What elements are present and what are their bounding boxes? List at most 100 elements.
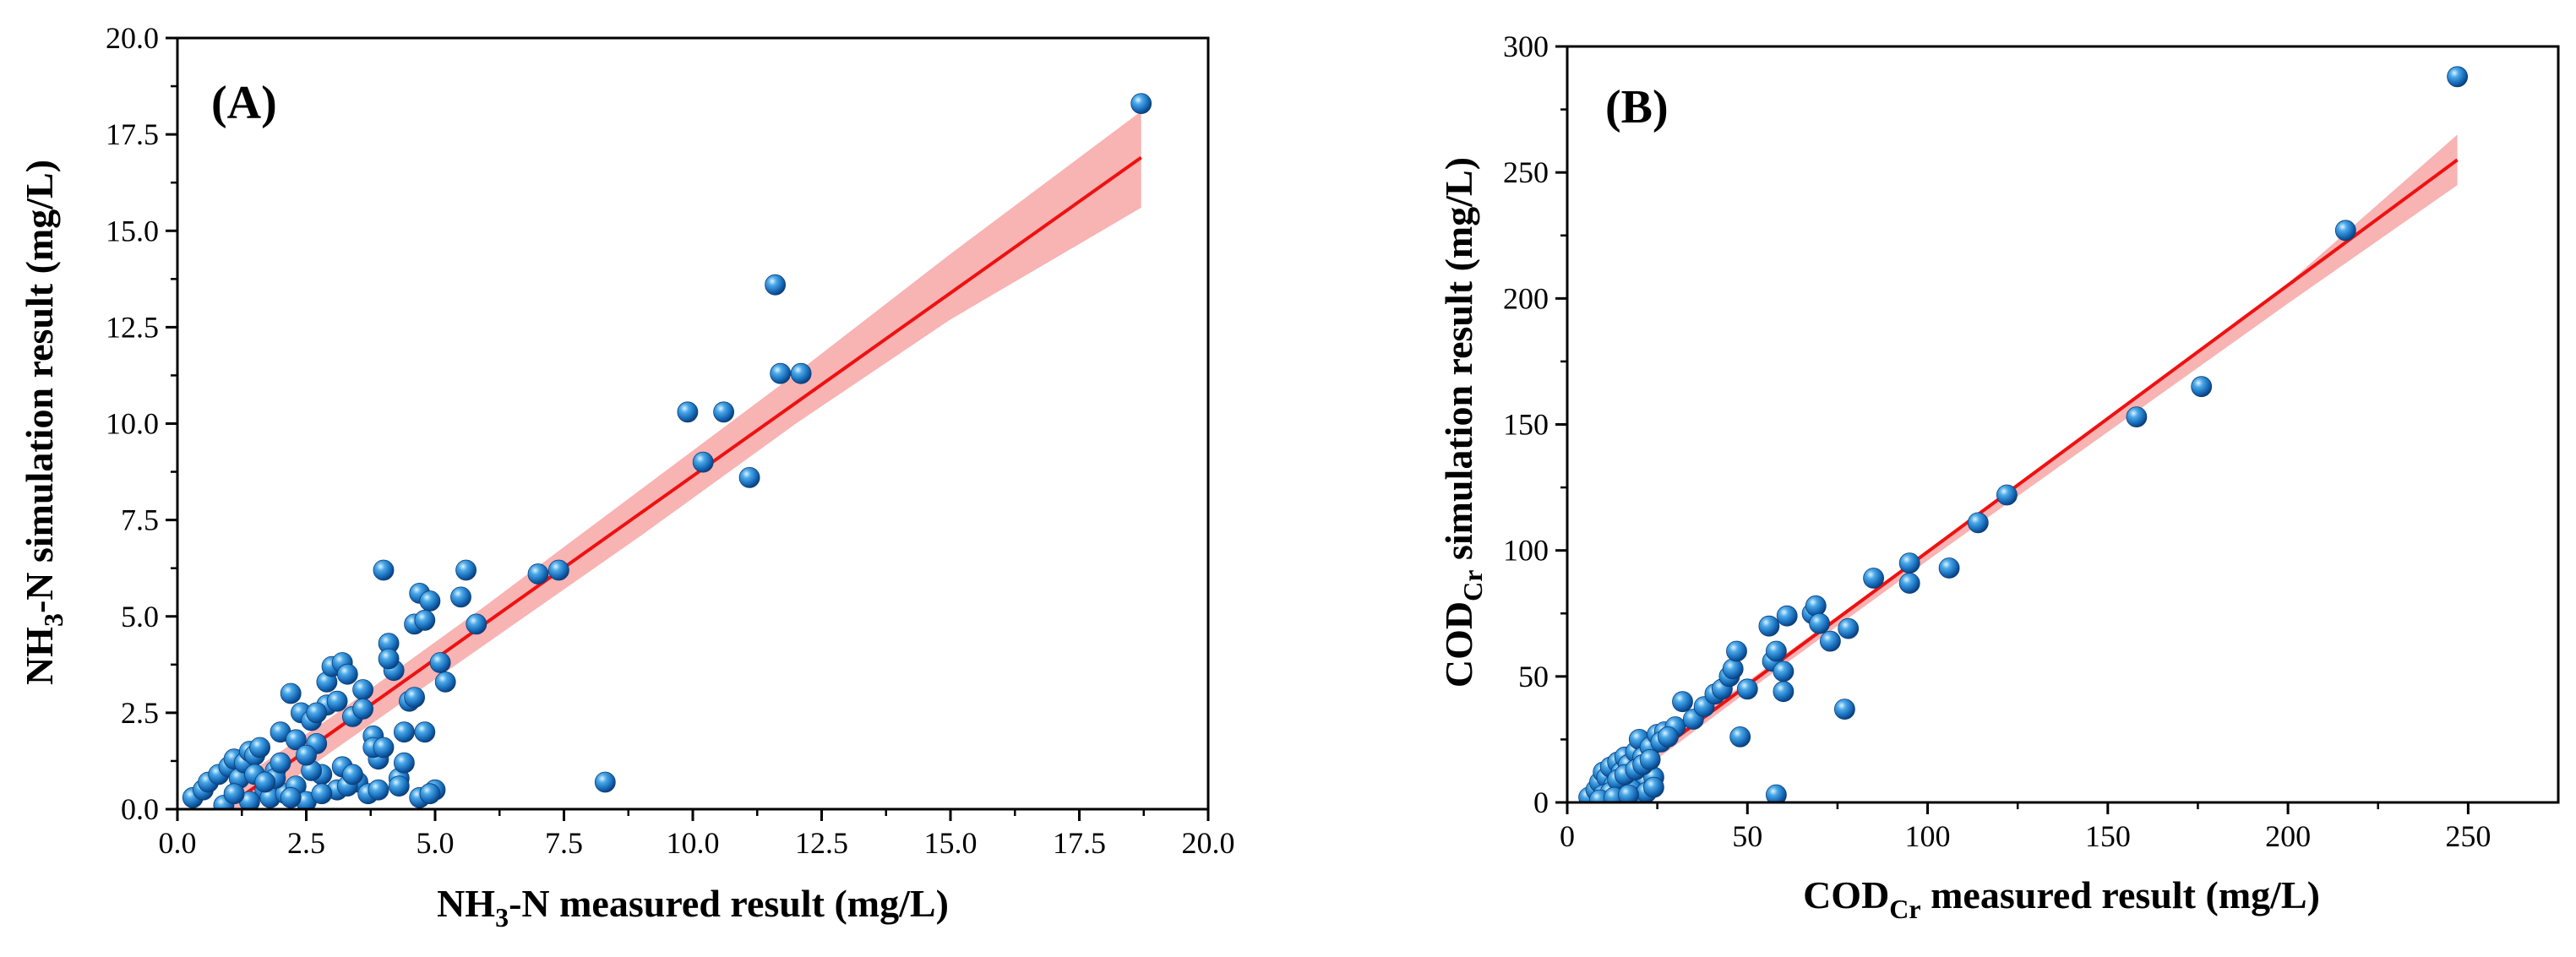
x-tick-label-a: 15.0 <box>924 826 978 860</box>
data-point <box>692 451 714 473</box>
data-point <box>1773 681 1794 703</box>
data-point <box>1643 776 1664 798</box>
x-tick-label-a: 17.5 <box>1053 826 1106 860</box>
panel-label-a: (A) <box>211 77 277 129</box>
data-point <box>404 687 426 708</box>
data-point <box>1736 678 1758 700</box>
data-point <box>306 702 328 724</box>
data-point <box>373 559 395 581</box>
data-point <box>280 682 302 704</box>
data-point <box>2191 376 2213 398</box>
data-point <box>466 613 487 635</box>
data-point <box>1618 784 1639 802</box>
data-point <box>249 737 271 759</box>
x-tick-label-b: 0 <box>1560 819 1575 853</box>
data-point <box>1729 726 1751 748</box>
data-point <box>1722 658 1744 680</box>
data-point <box>341 764 363 786</box>
data-point <box>352 679 374 700</box>
data-point <box>285 729 307 751</box>
data-point <box>296 744 317 766</box>
data-point <box>434 672 456 693</box>
data-point <box>1863 568 1885 589</box>
data-point <box>1996 484 2018 506</box>
data-point <box>352 698 374 720</box>
x-tick-label-b: 50 <box>1732 819 1762 853</box>
data-point <box>1838 617 1860 639</box>
y-tick-label-b: 0 <box>1533 786 1549 819</box>
plot-area-a <box>182 93 1152 809</box>
data-point <box>1967 512 1989 534</box>
data-point <box>2447 66 2469 88</box>
x-tick-label-a: 20.0 <box>1182 826 1235 860</box>
y-tick-label-a: 15.0 <box>106 214 159 247</box>
x-tick-label-a: 7.5 <box>545 826 583 860</box>
data-point <box>765 274 786 296</box>
data-point <box>770 362 792 384</box>
panel-a: 0.0 2.5 5.0 7.5 10.0 12.5 15.0 17.5 20.0 0.0 2.5 5.… <box>18 21 1235 933</box>
panel-b: 0 50 100 150 200 250 0 50 100 150 200 250 300 CODCr m… <box>1437 30 2560 924</box>
data-point <box>450 586 471 608</box>
data-point <box>311 783 333 805</box>
data-point <box>1758 615 1780 637</box>
y-axis-title-b: CODCr simulation result (mg/L) <box>1437 157 1488 688</box>
data-point <box>378 648 400 670</box>
data-point <box>388 775 410 797</box>
data-point <box>594 771 616 793</box>
data-point <box>2126 406 2148 428</box>
x-tick-label-a: 10.0 <box>667 826 720 860</box>
data-point <box>429 652 451 673</box>
data-point <box>280 786 302 808</box>
data-point <box>373 737 395 759</box>
y-tick-label-a: 12.5 <box>106 310 159 344</box>
panel-label-b: (B) <box>1605 81 1669 133</box>
y-axis-title-a: NH3-N simulation result (mg/L) <box>18 160 68 685</box>
x-tick-label-b: 250 <box>2445 819 2491 853</box>
y-tick-label-b: 300 <box>1503 30 1549 63</box>
data-point <box>2334 220 2356 242</box>
confidence-band-a <box>223 111 1141 809</box>
data-point <box>393 752 415 774</box>
data-point <box>1898 552 1920 574</box>
data-point <box>1130 93 1152 114</box>
confidence-band-b <box>1588 134 2458 802</box>
data-point <box>1833 699 1855 720</box>
data-point <box>738 467 760 488</box>
x-tick-label-a: 5.0 <box>417 826 455 860</box>
fit-line-b <box>1588 158 2459 802</box>
data-point <box>419 590 441 612</box>
data-point <box>254 771 276 793</box>
data-point <box>527 563 549 585</box>
data-point <box>1766 784 1787 802</box>
data-point <box>1898 573 1920 594</box>
y-tick-label-a: 5.0 <box>121 600 159 633</box>
data-point <box>548 559 569 581</box>
data-point <box>1938 557 1960 579</box>
x-tick-label-b: 200 <box>2265 819 2311 853</box>
y-tick-label-b: 200 <box>1503 281 1549 315</box>
data-point <box>455 559 477 581</box>
data-point <box>1776 605 1798 627</box>
fit-line-a <box>222 155 1142 809</box>
data-point <box>1726 640 1747 662</box>
x-tick-label-b: 100 <box>1905 819 1951 853</box>
data-point <box>1639 748 1661 770</box>
data-point <box>1773 661 1794 682</box>
y-tick-label-b: 150 <box>1503 408 1549 442</box>
data-point <box>1805 595 1827 617</box>
y-tick-label-a: 2.5 <box>121 696 159 730</box>
data-point <box>419 783 441 805</box>
data-point <box>790 362 812 384</box>
y-tick-label-a: 10.0 <box>106 407 159 441</box>
data-point <box>677 401 699 423</box>
data-point <box>1672 691 1693 713</box>
y-tick-label-a: 17.5 <box>106 117 159 151</box>
data-point <box>414 721 436 743</box>
plot-area-b <box>1578 66 2469 802</box>
data-point <box>223 783 245 805</box>
x-axis-title-b: CODCr measured result (mg/L) <box>1803 873 2320 924</box>
y-tick-label-b: 100 <box>1503 534 1549 568</box>
data-point <box>368 779 389 801</box>
